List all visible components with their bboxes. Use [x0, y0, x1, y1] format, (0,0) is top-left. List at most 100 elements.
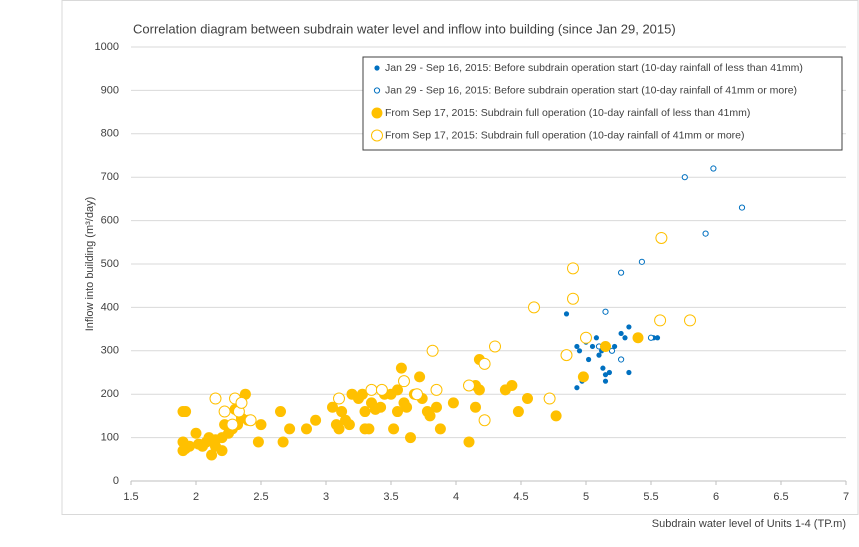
y-tick-label: 800: [101, 128, 119, 140]
legend-marker: [371, 107, 383, 119]
scatter-point: [586, 356, 592, 363]
scatter-point: [528, 301, 540, 314]
scatter-point: [618, 356, 625, 363]
scatter-point: [702, 230, 709, 237]
legend-label: Jan 29 - Sep 16, 2015: Before subdrain o…: [385, 84, 797, 96]
y-tick-label: 500: [101, 258, 119, 270]
scatter-point: [363, 423, 375, 435]
scatter-point: [206, 449, 218, 461]
scatter-point: [398, 375, 410, 388]
scatter-point: [310, 414, 322, 426]
scatter-point: [235, 396, 248, 409]
scatter-point: [424, 410, 436, 422]
chart-title: Correlation diagram between subdrain wat…: [133, 21, 676, 36]
scatter-point: [177, 445, 189, 457]
scatter-point: [478, 357, 491, 370]
legend-marker: [374, 65, 380, 71]
scatter-point: [180, 406, 192, 418]
scatter-point: [489, 340, 501, 353]
scatter-point: [738, 204, 746, 211]
scatter-point: [512, 406, 524, 418]
y-tick-label: 600: [101, 215, 119, 227]
scatter-point: [226, 418, 239, 431]
scatter-point: [626, 324, 632, 330]
scatter-point: [608, 347, 616, 354]
scatter-point: [560, 349, 573, 362]
chart-frame: [61, 0, 859, 515]
scatter-point: [602, 308, 609, 315]
scatter-point: [602, 378, 609, 384]
x-tick-label: 2: [193, 491, 199, 503]
y-tick-label: 0: [113, 475, 119, 487]
scatter-point: [506, 380, 518, 392]
scatter-point: [343, 419, 355, 431]
scatter-point: [218, 405, 231, 418]
y-tick-label: 1000: [95, 41, 119, 53]
scatter-point: [589, 343, 596, 350]
y-tick-label: 900: [101, 84, 119, 96]
scatter-point: [543, 392, 556, 405]
scatter-point: [209, 392, 222, 405]
legend-marker: [373, 87, 381, 94]
x-tick-label: 7: [843, 491, 849, 503]
scatter-point: [622, 335, 628, 341]
scatter-point: [239, 388, 251, 400]
scatter-point: [392, 384, 403, 396]
x-tick-label: 4.5: [513, 491, 528, 503]
scatter-point: [327, 401, 338, 413]
scatter-point: [567, 292, 579, 305]
scatter-point: [255, 419, 267, 431]
x-tick-label: 6.5: [773, 491, 788, 503]
scatter-point: [333, 392, 345, 405]
scatter-point: [647, 334, 655, 341]
scatter-point: [618, 330, 624, 337]
scatter-point: [577, 371, 589, 383]
x-tick-label: 3: [323, 491, 329, 503]
y-tick-label: 400: [101, 301, 119, 313]
x-tick-label: 5.5: [643, 491, 658, 503]
x-tick-label: 3.5: [383, 491, 398, 503]
scatter-point: [414, 371, 426, 383]
scatter-point: [576, 348, 583, 354]
scatter-point: [626, 369, 632, 376]
scatter-point: [606, 369, 613, 376]
scatter-point: [375, 401, 387, 413]
scatter-point: [684, 314, 696, 327]
scatter-point: [252, 436, 264, 448]
scatter-point: [405, 432, 416, 444]
scatter-point: [602, 372, 609, 378]
scatter-point: [522, 393, 533, 405]
scatter-point: [301, 423, 312, 435]
scatter-point: [388, 423, 400, 435]
scatter-point: [333, 423, 345, 435]
scatter-point: [638, 258, 646, 265]
y-tick-label: 200: [101, 388, 119, 400]
scatter-point: [655, 231, 668, 244]
y-tick-label: 100: [101, 432, 119, 444]
scatter-point: [550, 410, 562, 422]
x-tick-label: 6: [713, 491, 719, 503]
y-tick-label: 700: [101, 171, 119, 183]
scatter-point: [612, 343, 618, 350]
scatter-point: [632, 332, 644, 344]
x-axis-label: Subdrain water level of Units 1-4 (TP.m): [652, 518, 846, 530]
scatter-point: [596, 352, 602, 358]
x-tick-label: 5: [583, 491, 589, 503]
y-axis-label: Inflow into building (m³/day): [84, 197, 96, 332]
scatter-point: [574, 385, 580, 391]
scatter-point: [463, 379, 475, 392]
scatter-point: [434, 423, 446, 435]
scatter-point: [654, 335, 661, 341]
scatter-point: [563, 311, 570, 317]
scatter-point: [447, 397, 459, 409]
scatter-point: [618, 269, 625, 276]
scatter-point: [431, 401, 442, 413]
scatter-point: [244, 414, 257, 427]
scatter-point: [401, 401, 413, 413]
scatter-point: [190, 427, 202, 439]
x-tick-label: 2.5: [253, 491, 268, 503]
scatter-point: [470, 401, 481, 413]
scatter-point: [411, 388, 423, 401]
scatter-point: [681, 174, 688, 181]
